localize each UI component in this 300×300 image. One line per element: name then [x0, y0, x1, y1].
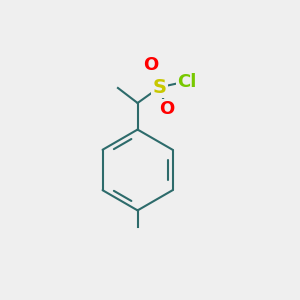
Text: S: S — [152, 78, 167, 97]
Text: Cl: Cl — [178, 73, 197, 91]
Text: O: O — [159, 100, 174, 118]
Text: O: O — [143, 56, 158, 74]
